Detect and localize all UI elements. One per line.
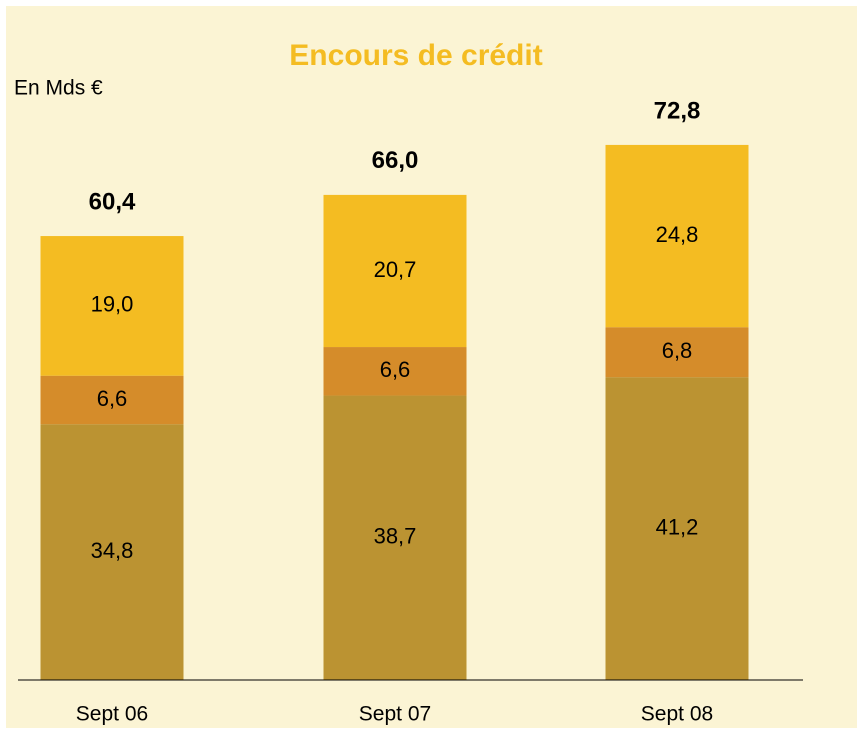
segment-label: 6,6 bbox=[97, 386, 128, 411]
segment-label: 41,2 bbox=[656, 514, 699, 539]
bar-segment bbox=[40, 236, 184, 376]
segment-label: 24,8 bbox=[656, 222, 699, 247]
total-label: 72,8 bbox=[654, 97, 701, 124]
bar-segment bbox=[605, 144, 749, 328]
total-label: 66,0 bbox=[372, 147, 419, 174]
bar-segment bbox=[323, 347, 467, 396]
x-tick-label: Sept 07 bbox=[359, 703, 431, 726]
segment-label: 38,7 bbox=[374, 524, 417, 549]
segment-label: 6,6 bbox=[380, 357, 411, 382]
segment-label: 20,7 bbox=[374, 257, 417, 282]
chart-title: Encours de crédit bbox=[289, 39, 542, 72]
bar-segment bbox=[323, 194, 467, 348]
unit-label: En Mds € bbox=[14, 77, 103, 100]
bar-segment bbox=[605, 327, 749, 378]
bar-segment bbox=[40, 375, 184, 425]
x-tick-label: Sept 08 bbox=[641, 703, 713, 726]
x-tick-label: Sept 06 bbox=[76, 703, 148, 726]
segment-label: 34,8 bbox=[91, 538, 134, 563]
segment-label: 6,8 bbox=[662, 338, 693, 363]
bar-segment bbox=[40, 424, 184, 680]
total-label: 60,4 bbox=[89, 188, 136, 215]
bar-segment bbox=[323, 395, 467, 680]
bar-segment bbox=[605, 377, 749, 680]
segment-label: 19,0 bbox=[91, 292, 134, 317]
